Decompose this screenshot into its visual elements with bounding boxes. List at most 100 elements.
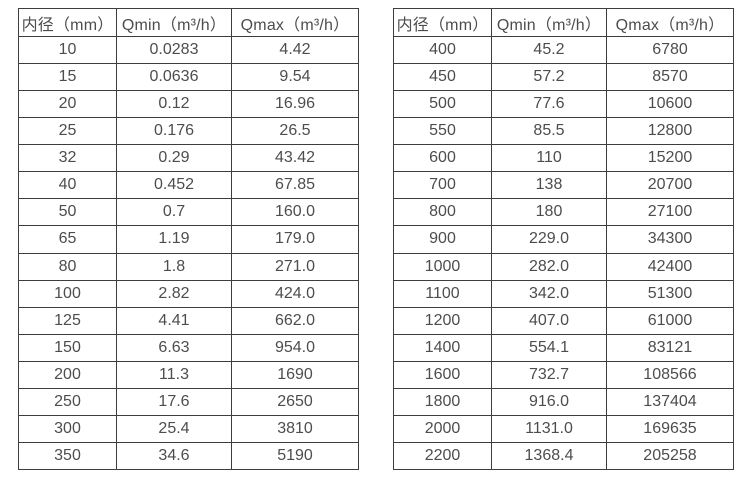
table-row: 400 45.2 6780 [393,35,734,65]
table-cell: 85.5 [491,117,607,146]
table-cell: 0.176 [116,117,232,146]
table-cell: 180 [491,198,607,227]
table-row: 25 0.176 26.5 [18,117,359,146]
table-cell: 34300 [606,225,734,254]
table-row: 1400 554.1 83121 [393,333,734,362]
table-cell: 4.41 [116,306,232,335]
table-row: 200 11.3 1690 [18,360,359,389]
table-body: 400 45.2 6780 450 57.2 8570 500 77.6 10600 550 85.… [393,35,734,471]
table-row: 600 110 15200 [393,144,734,173]
table-cell: 17.6 [116,387,232,416]
table-cell: 662.0 [231,306,359,335]
table-row: 50 0.7 160.0 [18,198,359,227]
table-cell: 200 [18,360,117,389]
table-cell: 169635 [606,414,734,443]
table-cell: 916.0 [491,387,607,416]
table-cell: 6780 [606,35,734,65]
table-cell: 954.0 [231,333,359,362]
table-cell: 271.0 [231,252,359,281]
table-cell: 67.85 [231,171,359,200]
table-cell: 554.1 [491,333,607,362]
table-row: 32 0.29 43.42 [18,144,359,173]
table-row: 1200 407.0 61000 [393,306,734,335]
table-cell: 16.96 [231,90,359,119]
table-row: 500 77.6 10600 [393,90,734,119]
table-cell: 15200 [606,144,734,173]
table-cell: 282.0 [491,252,607,281]
table-row: 2200 1368.4 205258 [393,441,734,471]
table-cell: 15 [18,63,117,92]
table-cell: 350 [18,441,117,471]
table-row: 125 4.41 662.0 [18,306,359,335]
table-row: 1000 282.0 42400 [393,252,734,281]
table-row: 65 1.19 179.0 [18,225,359,254]
table-cell: 500 [393,90,492,119]
table-cell: 0.29 [116,144,232,173]
table-cell: 0.12 [116,90,232,119]
table-cell: 80 [18,252,117,281]
table-cell: 1368.4 [491,441,607,471]
table-cell: 27100 [606,198,734,227]
table-row: 15 0.0636 9.54 [18,63,359,92]
table-cell: 3810 [231,414,359,443]
table-cell: 205258 [606,441,734,471]
table-cell: 57.2 [491,63,607,92]
table-cell: 2650 [231,387,359,416]
table-header-row: 内径（mm） Qmin（m³/h） Qmax（m³/h） [18,8,359,37]
table-cell: 125 [18,306,117,335]
table-cell: 1400 [393,333,492,362]
table-cell: 229.0 [491,225,607,254]
table-cell: 25 [18,117,117,146]
table-row: 700 138 20700 [393,171,734,200]
table-cell: 10 [18,35,117,65]
table-cell: 100 [18,279,117,308]
table-row: 300 25.4 3810 [18,414,359,443]
table-cell: 65 [18,225,117,254]
column-header-inner-diameter: 内径（mm） [393,8,492,37]
table-cell: 108566 [606,360,734,389]
table-cell: 342.0 [491,279,607,308]
table-cell: 5190 [231,441,359,471]
table-row: 100 2.82 424.0 [18,279,359,308]
table-cell: 150 [18,333,117,362]
table-cell: 250 [18,387,117,416]
table-cell: 8570 [606,63,734,92]
table-row: 150 6.63 954.0 [18,333,359,362]
table-cell: 1.8 [116,252,232,281]
table-cell: 45.2 [491,35,607,65]
table-cell: 0.0283 [116,35,232,65]
table-row: 350 34.6 5190 [18,441,359,471]
table-cell: 12800 [606,117,734,146]
table-cell: 32 [18,144,117,173]
table-row: 550 85.5 12800 [393,117,734,146]
table-cell: 732.7 [491,360,607,389]
table-cell: 1600 [393,360,492,389]
table-cell: 1000 [393,252,492,281]
table-row: 800 180 27100 [393,198,734,227]
table-cell: 2.82 [116,279,232,308]
table-cell: 800 [393,198,492,227]
table-header-row: 内径（mm） Qmin（m³/h） Qmax（m³/h） [393,8,734,37]
table-cell: 900 [393,225,492,254]
table-cell: 10600 [606,90,734,119]
table-cell: 160.0 [231,198,359,227]
table-cell: 300 [18,414,117,443]
column-header-qmax: Qmax（m³/h） [606,8,734,37]
table-cell: 51300 [606,279,734,308]
table-row: 80 1.8 271.0 [18,252,359,281]
table-cell: 42400 [606,252,734,281]
flow-rate-table-large-diameters: 内径（mm） Qmin（m³/h） Qmax（m³/h） 400 45.2 6780… [393,8,734,471]
table-cell: 400 [393,35,492,65]
table-cell: 2200 [393,441,492,471]
table-row: 2000 1131.0 169635 [393,414,734,443]
table-cell: 110 [491,144,607,173]
table-row: 1100 342.0 51300 [393,279,734,308]
table-cell: 4.42 [231,35,359,65]
table-cell: 1800 [393,387,492,416]
table-cell: 9.54 [231,63,359,92]
table-cell: 600 [393,144,492,173]
table-cell: 83121 [606,333,734,362]
table-cell: 137404 [606,387,734,416]
table-cell: 50 [18,198,117,227]
table-cell: 26.5 [231,117,359,146]
